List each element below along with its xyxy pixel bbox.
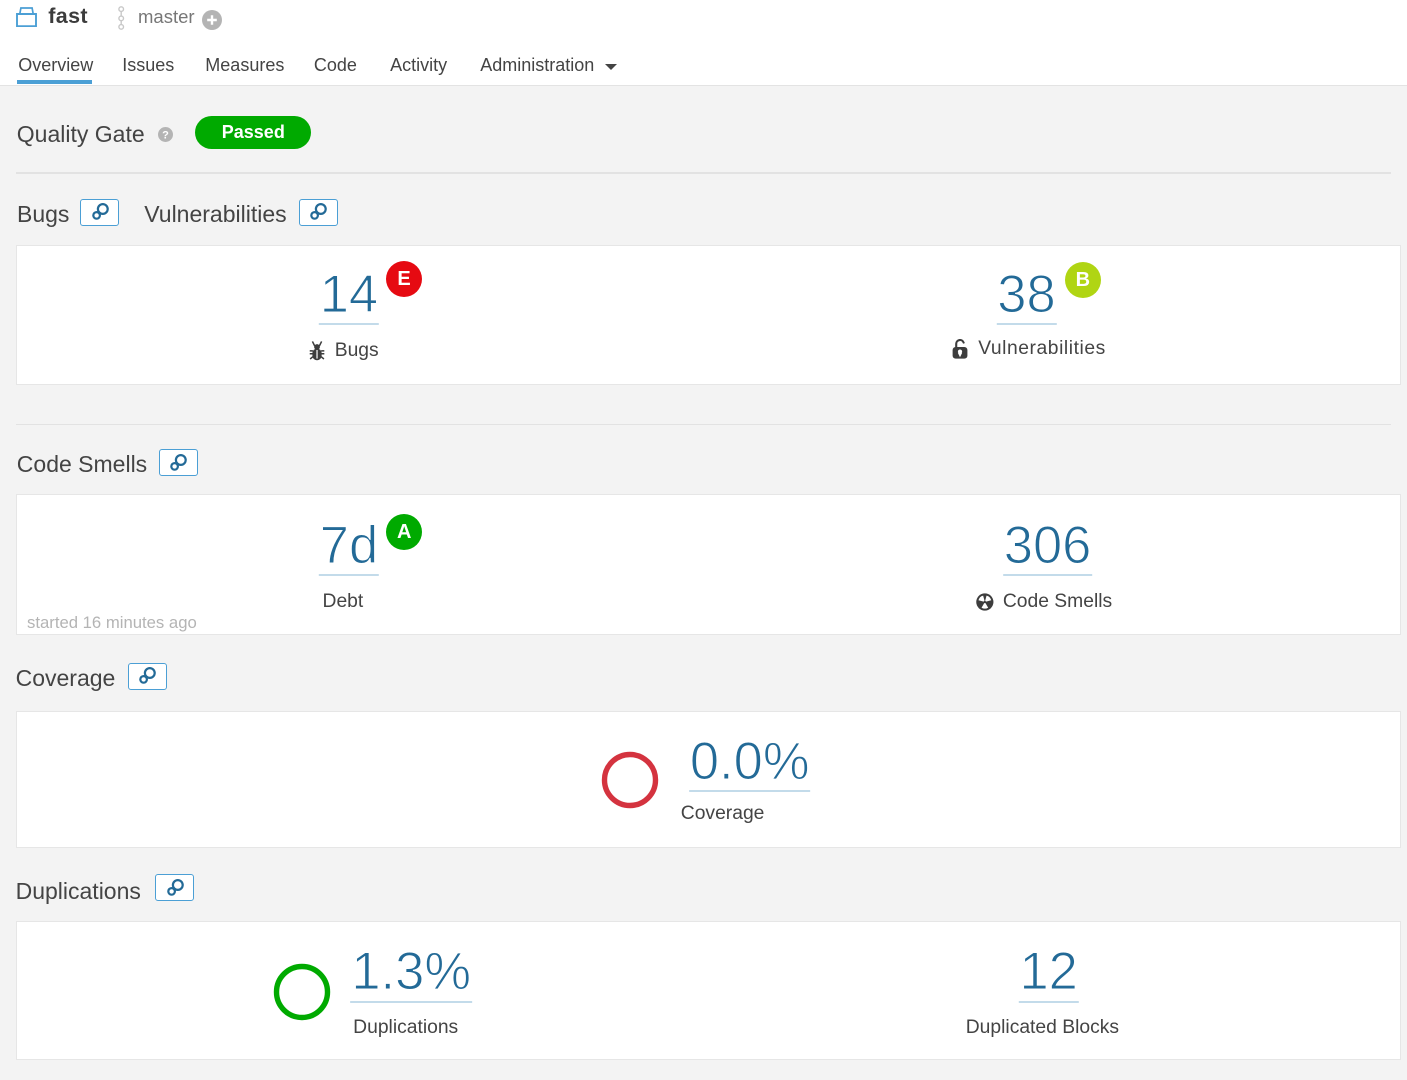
- svg-text:?: ?: [162, 129, 169, 141]
